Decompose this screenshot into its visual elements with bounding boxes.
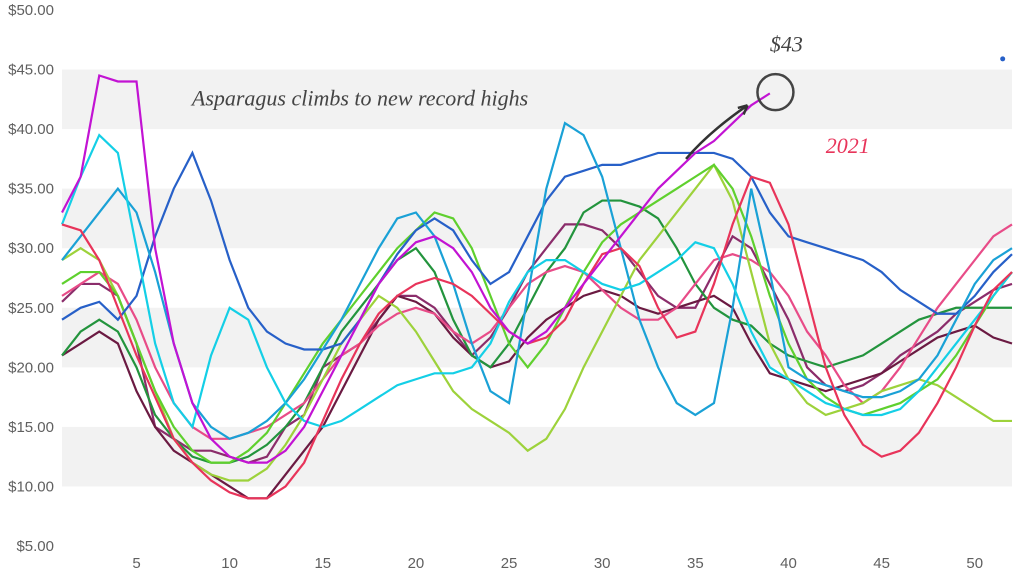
x-tick-label: 30 bbox=[594, 555, 611, 572]
x-tick-label: 45 bbox=[873, 555, 890, 572]
y-tick-label: $5.00 bbox=[16, 538, 54, 555]
series-2019 bbox=[62, 123, 1012, 439]
x-tick-label: 20 bbox=[408, 555, 425, 572]
annotation-year: 2021 bbox=[826, 133, 870, 158]
series-2020 bbox=[62, 135, 1012, 427]
y-tick-label: $50.00 bbox=[8, 2, 54, 19]
y-tick-label: $35.00 bbox=[8, 181, 54, 198]
x-tick-label: 10 bbox=[221, 555, 238, 572]
y-tick-label: $10.00 bbox=[8, 478, 54, 495]
y-tick-label: $15.00 bbox=[8, 419, 54, 436]
chart-svg: $5.00 $10.00 $15.00 $20.00 $25.00 $30.00 $35.0… bbox=[0, 0, 1024, 586]
stray-dot bbox=[1000, 56, 1005, 61]
y-tick-label: $25.00 bbox=[8, 300, 54, 317]
x-tick-label: 50 bbox=[966, 555, 983, 572]
x-tick-label: 15 bbox=[314, 555, 331, 572]
y-tick-label: $20.00 bbox=[8, 359, 54, 376]
x-tick-label: 25 bbox=[501, 555, 518, 572]
x-tick-label: 35 bbox=[687, 555, 704, 572]
x-tick-label: 5 bbox=[132, 555, 140, 572]
x-tick-label: 40 bbox=[780, 555, 797, 572]
annotation-value: $43 bbox=[770, 32, 803, 57]
y-tick-label: $45.00 bbox=[8, 62, 54, 79]
asparagus-price-chart: $5.00 $10.00 $15.00 $20.00 $25.00 $30.00 $35.0… bbox=[0, 0, 1024, 586]
y-tick-label: $40.00 bbox=[8, 121, 54, 138]
annotation-title: Asparagus climbs to new record highs bbox=[190, 85, 528, 110]
y-tick-label: $30.00 bbox=[8, 240, 54, 257]
